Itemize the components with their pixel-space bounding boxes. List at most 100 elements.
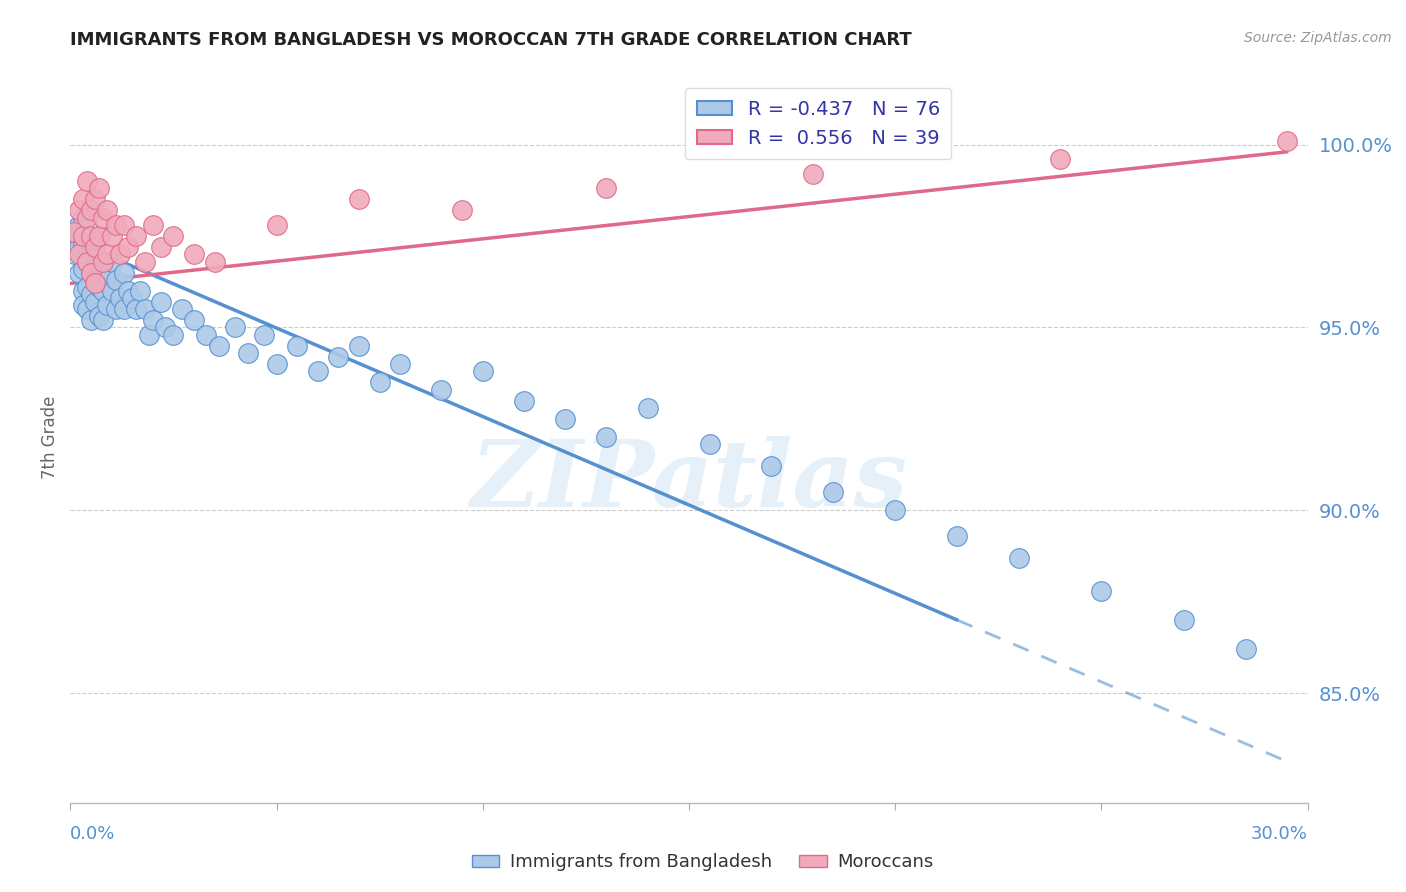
- Point: [637, 401, 659, 415]
- Point: [112, 265, 135, 279]
- Point: [67, 247, 90, 261]
- Point: [76, 301, 98, 317]
- Point: [117, 240, 139, 254]
- Point: [153, 320, 176, 334]
- Point: [72, 284, 94, 298]
- Point: [80, 240, 103, 254]
- Point: [1049, 152, 1071, 166]
- Point: [347, 339, 370, 353]
- Point: [67, 265, 90, 279]
- Point: [125, 301, 148, 317]
- Point: [63, 228, 86, 243]
- Point: [266, 357, 288, 371]
- Point: [80, 265, 103, 279]
- Point: [104, 273, 127, 287]
- Point: [80, 228, 103, 243]
- Point: [89, 280, 111, 294]
- Point: [104, 218, 127, 232]
- Point: [183, 313, 205, 327]
- Point: [138, 327, 160, 342]
- Point: [96, 247, 118, 261]
- Point: [368, 375, 391, 389]
- Point: [100, 284, 122, 298]
- Point: [96, 298, 118, 312]
- Point: [266, 218, 288, 232]
- Point: [76, 280, 98, 294]
- Point: [89, 228, 111, 243]
- Point: [129, 284, 152, 298]
- Point: [134, 254, 156, 268]
- Point: [823, 484, 845, 499]
- Point: [67, 218, 90, 232]
- Point: [285, 339, 308, 353]
- Point: [253, 327, 276, 342]
- Point: [208, 339, 231, 353]
- Point: [72, 298, 94, 312]
- Point: [134, 301, 156, 317]
- Point: [72, 261, 94, 276]
- Text: 30.0%: 30.0%: [1251, 825, 1308, 843]
- Point: [236, 346, 259, 360]
- Point: [91, 313, 114, 327]
- Text: IMMIGRANTS FROM BANGLADESH VS MOROCCAN 7TH GRADE CORRELATION CHART: IMMIGRANTS FROM BANGLADESH VS MOROCCAN 7…: [70, 31, 912, 49]
- Point: [91, 284, 114, 298]
- Point: [91, 211, 114, 225]
- Point: [195, 327, 218, 342]
- Point: [1090, 583, 1112, 598]
- Point: [80, 287, 103, 301]
- Point: [946, 529, 969, 543]
- Point: [80, 203, 103, 218]
- Point: [89, 181, 111, 195]
- Point: [84, 193, 107, 207]
- Point: [112, 301, 135, 317]
- Point: [142, 218, 165, 232]
- Point: [63, 225, 86, 239]
- Point: [108, 247, 131, 261]
- Legend: R = -0.437   N = 76, R =  0.556   N = 39: R = -0.437 N = 76, R = 0.556 N = 39: [685, 88, 952, 160]
- Point: [72, 228, 94, 243]
- Point: [96, 269, 118, 284]
- Point: [162, 228, 184, 243]
- Point: [117, 284, 139, 298]
- Point: [84, 277, 107, 291]
- Point: [76, 228, 98, 243]
- Point: [108, 291, 131, 305]
- Point: [72, 211, 94, 225]
- Point: [84, 240, 107, 254]
- Point: [471, 364, 494, 378]
- Point: [513, 393, 536, 408]
- Y-axis label: 7th Grade: 7th Grade: [41, 395, 59, 479]
- Point: [1173, 613, 1195, 627]
- Point: [96, 203, 118, 218]
- Point: [100, 254, 122, 268]
- Point: [347, 193, 370, 207]
- Point: [76, 211, 98, 225]
- Point: [328, 350, 350, 364]
- Point: [224, 320, 246, 334]
- Point: [389, 357, 412, 371]
- Point: [761, 459, 783, 474]
- Point: [76, 254, 98, 268]
- Text: ZIPatlas: ZIPatlas: [471, 436, 907, 526]
- Point: [884, 503, 907, 517]
- Point: [91, 254, 114, 268]
- Text: Source: ZipAtlas.com: Source: ZipAtlas.com: [1244, 31, 1392, 45]
- Point: [801, 167, 824, 181]
- Point: [84, 294, 107, 309]
- Point: [430, 383, 453, 397]
- Point: [121, 291, 143, 305]
- Point: [150, 240, 173, 254]
- Point: [89, 258, 111, 272]
- Point: [1275, 134, 1298, 148]
- Point: [100, 228, 122, 243]
- Point: [89, 310, 111, 324]
- Point: [142, 313, 165, 327]
- Point: [595, 430, 617, 444]
- Point: [91, 254, 114, 268]
- Point: [89, 228, 111, 243]
- Legend: Immigrants from Bangladesh, Moroccans: Immigrants from Bangladesh, Moroccans: [465, 847, 941, 879]
- Point: [104, 301, 127, 317]
- Point: [554, 411, 576, 425]
- Point: [112, 218, 135, 232]
- Point: [63, 247, 86, 261]
